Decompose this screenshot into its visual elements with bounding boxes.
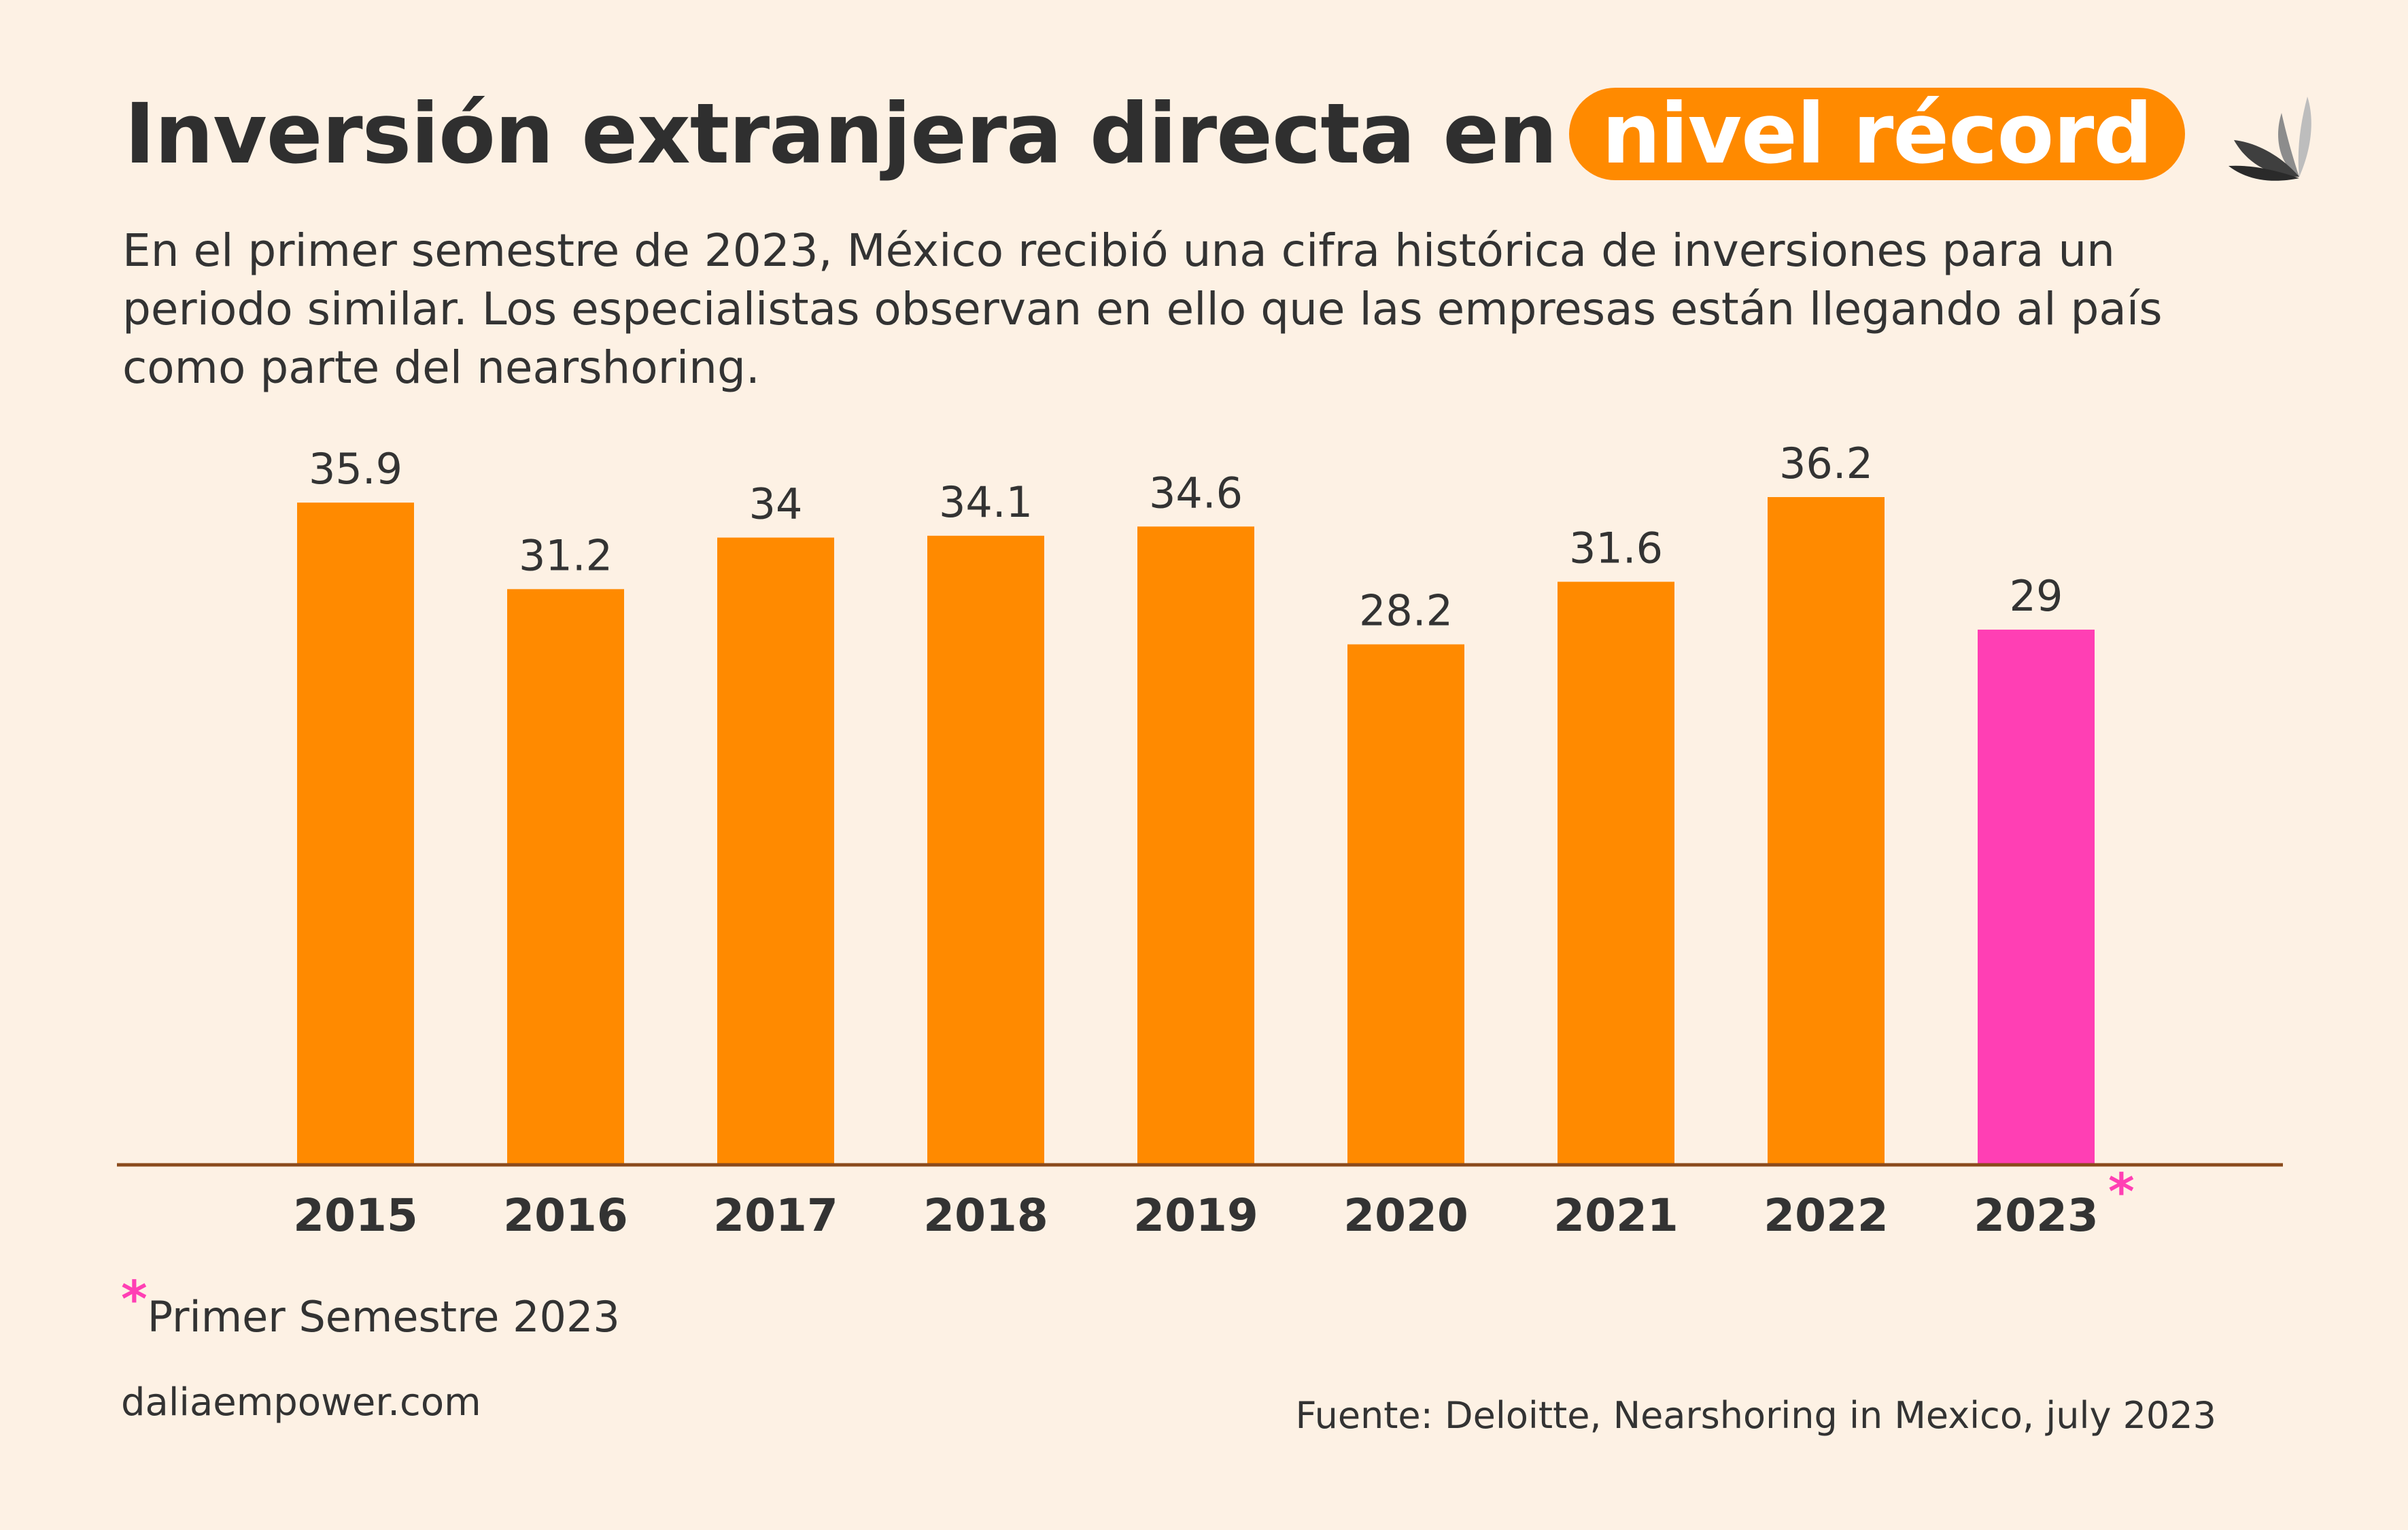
category-label-2019: 2019	[1133, 1189, 1258, 1242]
leaf-logo-icon	[2229, 97, 2311, 181]
value-label-2020: 28.2	[1359, 586, 1453, 636]
footnote-asterisk: *	[121, 1270, 148, 1329]
value-label-2019: 34.6	[1149, 468, 1243, 517]
value-label-2017: 34	[749, 479, 803, 529]
value-label-2021: 31.6	[1569, 524, 1663, 573]
source-credit: Fuente: Deloitte, Nearshoring in Mexico,…	[1295, 1394, 2216, 1437]
bar-2021	[1558, 581, 1674, 1163]
bar-2018	[927, 535, 1044, 1163]
website-credit: daliaempower.com	[121, 1380, 481, 1425]
bars-group	[297, 497, 2095, 1163]
bar-2020	[1347, 644, 1464, 1163]
value-label-2016: 31.2	[519, 530, 613, 580]
bar-2017	[717, 537, 834, 1163]
category-labels-group: 2015 2016 2017 2018 2019 2020 2021 2022 2023 *	[293, 1163, 2135, 1242]
bar-2016	[507, 589, 624, 1163]
page-title: Inversión extranjera directa en nivel réc…	[124, 83, 2185, 185]
value-label-2015: 35.9	[309, 444, 402, 494]
bar-2022	[1768, 497, 1885, 1163]
title-highlight-badge: nivel récord	[1568, 88, 2185, 180]
title-main: Inversión extranjera directa en	[124, 86, 1558, 182]
category-label-2017: 2017	[713, 1189, 838, 1242]
category-label-2023: 2023	[1974, 1189, 2099, 1242]
category-label-2016: 2016	[503, 1189, 628, 1242]
category-label-2021: 2021	[1553, 1189, 1679, 1242]
category-label-2020: 2020	[1343, 1189, 1468, 1242]
value-labels-group: 35.9 31.2 34 34.1 34.6 28.2 31.6 36.2 29	[309, 439, 2063, 636]
category-label-2015: 2015	[293, 1189, 418, 1242]
bar-2015	[297, 503, 414, 1163]
value-label-2023: 29	[2010, 571, 2063, 621]
bar-2023	[1978, 629, 2095, 1163]
bar-2019	[1137, 526, 1254, 1163]
footnote: *Primer Semestre 2023	[121, 1270, 620, 1342]
category-label-2022: 2022	[1764, 1189, 1889, 1242]
chart-description: En el primer semestre de 2023, México re…	[122, 224, 2163, 394]
value-label-2018: 34.1	[939, 477, 1033, 527]
category-label-2018: 2018	[923, 1189, 1048, 1242]
category-asterisk-marker: *	[2108, 1163, 2135, 1221]
footnote-text: Primer Semestre 2023	[147, 1292, 620, 1342]
value-label-2022: 36.2	[1779, 439, 1873, 488]
